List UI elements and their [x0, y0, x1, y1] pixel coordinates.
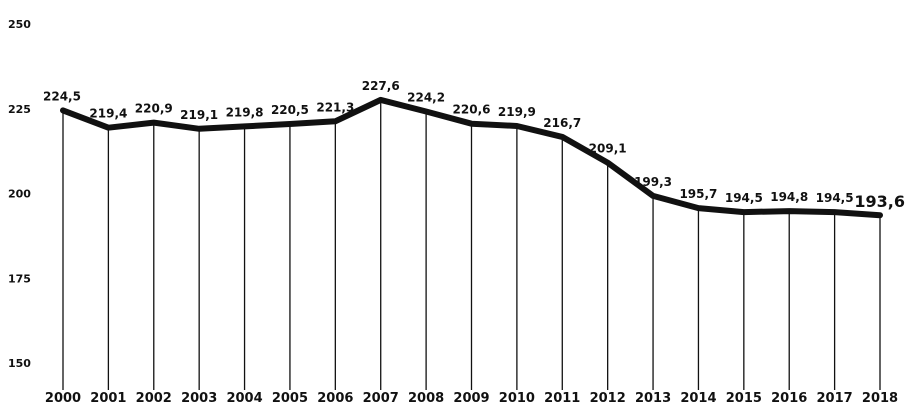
x-tick-label: 2009 [453, 391, 489, 406]
x-tick-label: 2007 [363, 391, 399, 406]
x-tick-label: 2008 [408, 391, 444, 406]
x-tick-label: 2002 [136, 391, 172, 406]
data-label: 195,7 [679, 187, 717, 201]
y-axis-ticks: 250 225 200 175 150 [8, 18, 31, 370]
x-tick-label: 2010 [499, 391, 535, 406]
data-label: 224,2 [407, 90, 445, 104]
data-label: 194,5 [816, 191, 854, 205]
x-tick-label: 2018 [862, 391, 898, 406]
data-label: 193,6 [854, 192, 905, 211]
x-tick-label: 2011 [544, 391, 580, 406]
x-tick-label: 2016 [771, 391, 807, 406]
y-tick-label: 225 [8, 103, 31, 116]
x-tick-label: 2012 [590, 391, 626, 406]
x-tick-label: 2005 [272, 391, 308, 406]
data-label: 209,1 [589, 142, 627, 156]
data-label: 219,8 [226, 105, 264, 119]
y-tick-label: 150 [8, 357, 31, 370]
y-tick-label: 200 [8, 188, 31, 201]
data-label: 220,5 [271, 103, 309, 117]
x-tick-label: 2004 [226, 391, 262, 406]
x-tick-label: 2006 [317, 391, 353, 406]
x-tick-label: 2017 [817, 391, 853, 406]
data-label: 199,3 [634, 175, 672, 189]
x-tick-label: 2014 [680, 391, 716, 406]
data-label: 220,9 [135, 102, 173, 116]
data-label: 224,5 [43, 89, 81, 103]
data-label: 216,7 [543, 116, 581, 130]
data-labels: 224,5 219,4 220,9 219,1 219,8 220,5 221,3 227,6… [43, 79, 905, 211]
x-tick-label: 2001 [90, 391, 126, 406]
data-label: 194,5 [725, 191, 763, 205]
y-tick-label: 175 [8, 272, 31, 285]
x-tick-label: 2015 [726, 391, 762, 406]
x-tick-label: 2003 [181, 391, 217, 406]
data-label: 221,3 [316, 100, 354, 114]
y-tick-label: 250 [8, 18, 31, 31]
drop-lines [62, 99, 881, 390]
x-tick-label: 2013 [635, 391, 671, 406]
data-label: 219,4 [89, 107, 127, 121]
data-label: 219,9 [498, 105, 536, 119]
x-tick-label: 2000 [45, 391, 81, 406]
data-label: 219,1 [180, 108, 218, 122]
data-label: 227,6 [362, 79, 400, 93]
data-label: 220,6 [453, 103, 491, 117]
data-label: 194,8 [770, 190, 808, 204]
series-line [60, 96, 883, 219]
x-axis-ticks: 2000 2001 2002 2003 2004 2005 2006 2007 2008 2009… [45, 391, 898, 406]
